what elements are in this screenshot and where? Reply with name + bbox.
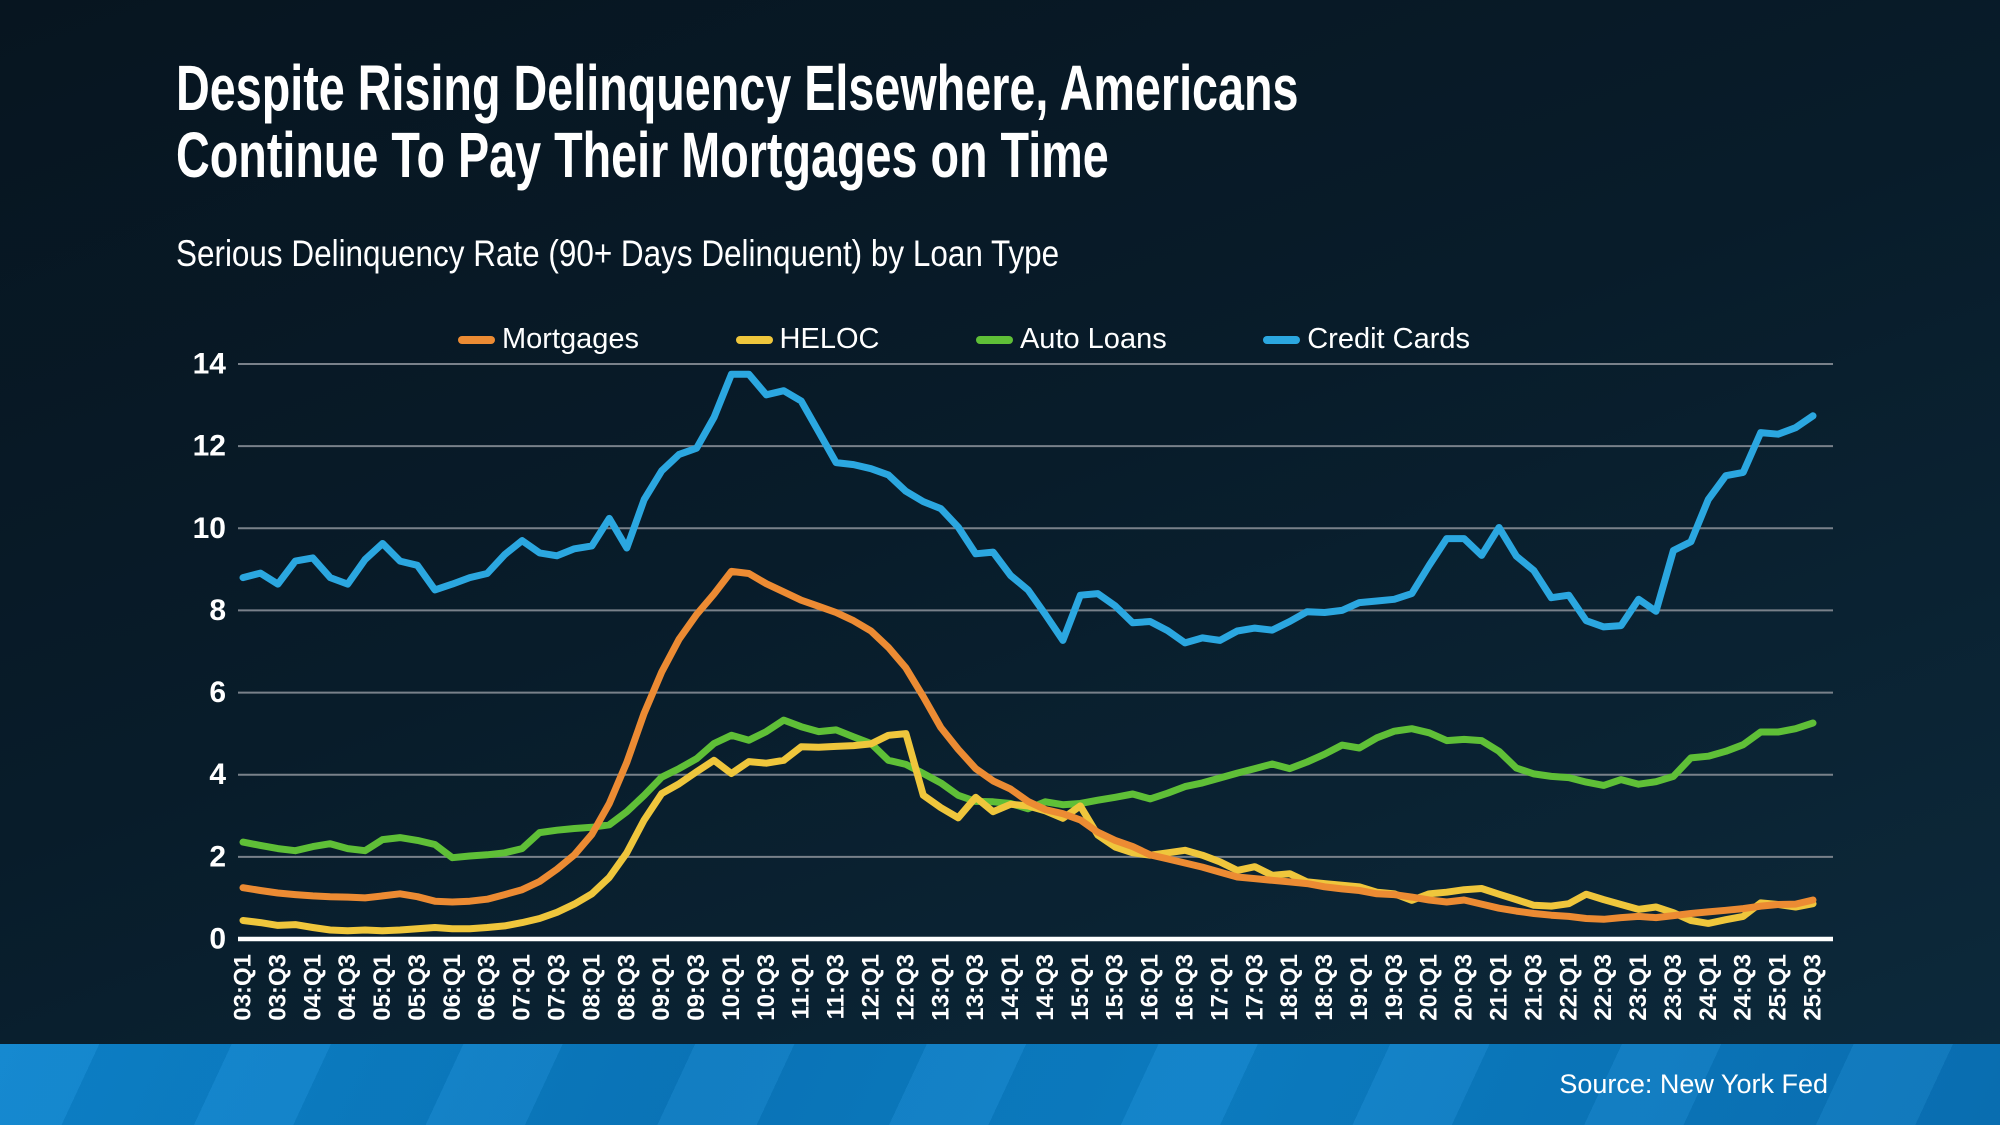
x-tick-label: 15:Q1	[1067, 954, 1094, 1021]
y-tick-label: 14	[193, 348, 227, 381]
y-tick-label: 8	[209, 594, 226, 627]
x-tick-label: 21:Q3	[1520, 954, 1547, 1021]
legend-item-auto-loans: Auto Loans	[975, 323, 1167, 356]
x-tick-label: 05:Q1	[369, 954, 396, 1021]
title-line-2: Continue To Pay Their Mortgages on Time	[176, 119, 1109, 191]
x-tick-label: 25:Q1	[1765, 954, 1792, 1021]
y-tick-label: 12	[193, 430, 226, 463]
legend-item-mortgages: Mortgages	[458, 323, 639, 356]
x-tick-label: 08:Q3	[613, 954, 640, 1021]
x-tick-label: 14:Q1	[997, 954, 1024, 1021]
x-tick-label: 17:Q3	[1241, 954, 1268, 1021]
y-tick-label: 0	[209, 923, 226, 956]
x-tick-label: 23:Q1	[1625, 954, 1652, 1021]
legend-label: Credit Cards	[1307, 323, 1470, 355]
x-tick-label: 09:Q3	[683, 954, 710, 1021]
x-tick-label: 10:Q3	[753, 954, 780, 1021]
x-tick-label: 11:Q1	[788, 954, 815, 1019]
x-tick-label: 09:Q1	[648, 954, 675, 1021]
legend-item-credit-cards: Credit Cards	[1263, 323, 1470, 356]
x-tick-label: 15:Q3	[1102, 954, 1129, 1021]
legend-label: Auto Loans	[1019, 323, 1167, 355]
x-tick-label: 03:Q3	[264, 954, 291, 1021]
x-tick-label: 07:Q3	[544, 954, 571, 1021]
x-tick-label: 07:Q1	[509, 954, 536, 1021]
x-tick-label: 03:Q1	[230, 954, 257, 1021]
y-tick-label: 2	[209, 840, 226, 873]
chart-legend: Mortgages HELOC Auto Loans Credit Cards	[458, 323, 1470, 356]
x-tick-label: 25:Q3	[1800, 954, 1827, 1021]
x-tick-label: 04:Q3	[334, 954, 361, 1021]
x-tick-label: 06:Q1	[439, 954, 466, 1021]
x-tick-label: 18:Q3	[1311, 954, 1338, 1021]
x-tick-label: 14:Q3	[1032, 954, 1059, 1021]
x-tick-label: 16:Q1	[1137, 954, 1164, 1021]
x-tick-label: 23:Q3	[1660, 954, 1687, 1021]
x-tick-label: 19:Q1	[1346, 954, 1373, 1021]
legend-marker-icon	[735, 335, 773, 344]
x-tick-label: 19:Q3	[1381, 954, 1408, 1021]
legend-marker-icon	[975, 335, 1013, 344]
x-tick-label: 04:Q1	[299, 954, 326, 1021]
x-tick-label: 05:Q3	[404, 954, 431, 1021]
x-tick-label: 21:Q1	[1486, 954, 1513, 1021]
y-tick-label: 6	[209, 676, 226, 709]
delinquency-line-chart: 0 2 4 6 8 10 12 14 03:Q1 03:Q3 04:Q1 04:Q3 05:Q1 05:Q…	[193, 348, 1833, 1021]
x-tick-label: 24:Q1	[1695, 954, 1722, 1021]
line-heloc	[239, 730, 1817, 935]
chart-area: 0 2 4 6 8 10 12 14 03:Q1 03:Q3 04:Q1 04:Q3 05:Q1 05:Q…	[0, 340, 2000, 1044]
chart-subtitle: Serious Delinquency Rate (90+ Days Delin…	[176, 233, 1060, 274]
source-credit: Source: New York Fed	[1559, 1069, 1828, 1099]
title-line-1: Despite Rising Delinquency Elsewhere, Am…	[176, 52, 1299, 124]
x-tick-label: 13:Q3	[962, 954, 989, 1021]
x-tick-label: 18:Q1	[1276, 954, 1303, 1021]
x-tick-label: 22:Q3	[1590, 954, 1617, 1021]
y-tick-label: 10	[193, 512, 226, 545]
x-tick-label: 13:Q1	[927, 954, 954, 1021]
x-tick-label: 20:Q1	[1416, 954, 1443, 1021]
legend-item-heloc: HELOC	[735, 323, 880, 356]
y-tick-label: 4	[209, 758, 226, 791]
legend-label: Mortgages	[502, 323, 640, 355]
x-tick-label: 12:Q3	[892, 954, 919, 1021]
x-axis-labels: 03:Q1 03:Q3 04:Q1 04:Q3 05:Q1 05:Q3 06:Q1 06:Q3…	[230, 954, 1827, 1021]
x-tick-label: 16:Q3	[1172, 954, 1199, 1021]
line-auto-loans	[239, 716, 1817, 862]
x-tick-label: 22:Q1	[1555, 954, 1582, 1021]
x-tick-label: 12:Q1	[858, 954, 885, 1021]
x-tick-label: 06:Q3	[474, 954, 501, 1021]
x-tick-label: 24:Q3	[1730, 954, 1757, 1021]
x-tick-label: 17:Q1	[1206, 954, 1233, 1021]
legend-marker-icon	[1263, 335, 1301, 344]
x-tick-label: 08:Q1	[578, 954, 605, 1021]
x-tick-label: 20:Q3	[1451, 954, 1478, 1021]
line-credit-cards	[239, 370, 1817, 647]
y-axis-labels: 0 2 4 6 8 10 12 14	[193, 348, 227, 956]
legend-label: HELOC	[779, 323, 880, 355]
page-title: Despite Rising Delinquency Elsewhere, Am…	[176, 55, 1299, 189]
x-tick-label: 11:Q3	[823, 954, 850, 1019]
legend-marker-icon	[458, 335, 495, 344]
footer-strip: Source: New York Fed	[0, 1044, 2000, 1125]
line-mortgages	[239, 567, 1817, 923]
x-tick-label: 10:Q1	[718, 954, 745, 1021]
